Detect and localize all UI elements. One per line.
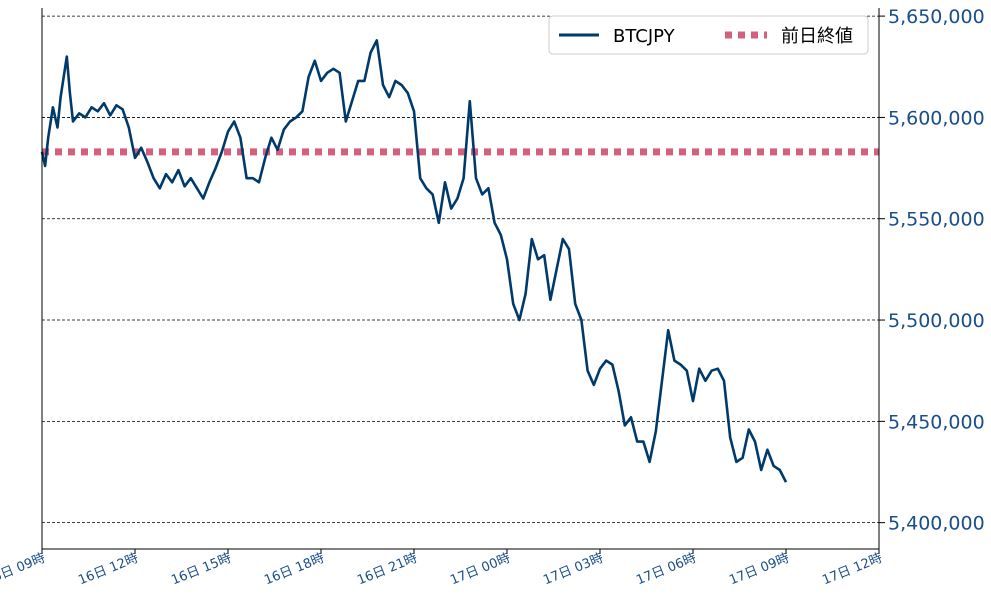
series-line-group bbox=[40, 39, 788, 483]
plot-frame bbox=[41, 8, 880, 550]
legend-label-btcjpy: BTCJPY bbox=[613, 26, 676, 47]
y-tick-label: 5,400,000 bbox=[888, 513, 985, 535]
y-tick-label: 5,650,000 bbox=[888, 6, 985, 28]
y-tick-label: 5,600,000 bbox=[888, 107, 985, 129]
legend-box bbox=[548, 15, 869, 55]
legend-label-prev-close: 前日終値 bbox=[781, 26, 853, 47]
y-axis-ticks: 5,400,000 5,450,000 5,500,000 5,550,000 5,60… bbox=[879, 6, 985, 535]
y-tick-label: 5,450,000 bbox=[888, 411, 985, 433]
btcjpy-line bbox=[40, 39, 788, 483]
legend: BTCJPY 前日終値 bbox=[548, 15, 869, 55]
y-tick-label: 5,500,000 bbox=[888, 310, 985, 332]
y-tick-label: 5,550,000 bbox=[888, 209, 985, 231]
